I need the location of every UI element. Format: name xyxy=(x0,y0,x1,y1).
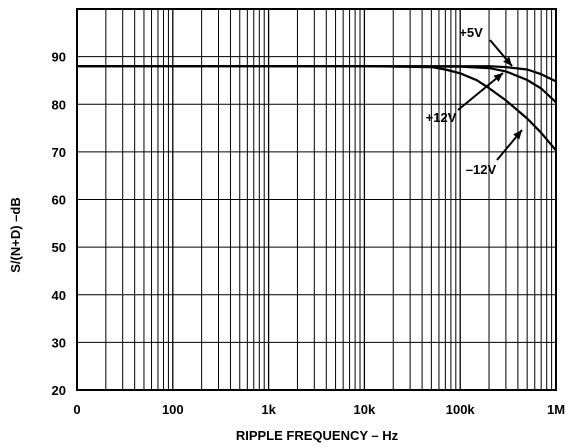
x-tick-labels: 0 100 1k 10k 100k 1M xyxy=(73,402,565,417)
y-tick-label: 90 xyxy=(52,50,66,65)
series-label-plus12v: +12V xyxy=(426,110,457,125)
series-label-plus5v: +5V xyxy=(459,25,483,40)
arrow-plus12v xyxy=(457,72,504,111)
x-tick-label: 1M xyxy=(547,402,565,417)
arrow-plus12v-head xyxy=(493,73,503,82)
y-axis-title: S/(N+D) –dB xyxy=(8,197,23,272)
y-tick-label: 70 xyxy=(52,145,66,160)
y-tick-label: 30 xyxy=(52,335,66,350)
x-tick-label: 100 xyxy=(162,402,184,417)
annotation-arrows xyxy=(457,39,523,161)
x-tick-label: 0 xyxy=(73,402,80,417)
y-tick-label: 40 xyxy=(52,288,66,303)
y-tick-label: 50 xyxy=(52,240,66,255)
series-line-2 xyxy=(77,65,557,152)
arrow-plus5v-head xyxy=(503,56,512,66)
plot-frame xyxy=(76,8,557,391)
series-lines xyxy=(77,65,557,152)
arrow-minus12v-head xyxy=(513,130,522,140)
x-tick-label: 100k xyxy=(446,402,476,417)
y-tick-label: 20 xyxy=(52,383,66,398)
y-tick-label: 60 xyxy=(52,193,66,208)
x-tick-label: 1k xyxy=(261,402,276,417)
series-label-minus12v: –12V xyxy=(466,162,497,177)
y-tick-label: 80 xyxy=(52,97,66,112)
grid xyxy=(76,9,557,390)
x-axis-title: RIPPLE FREQUENCY – Hz xyxy=(236,428,399,443)
y-tick-labels: 20 30 40 50 60 70 80 90 xyxy=(52,50,66,398)
x-tick-label: 10k xyxy=(354,402,376,417)
